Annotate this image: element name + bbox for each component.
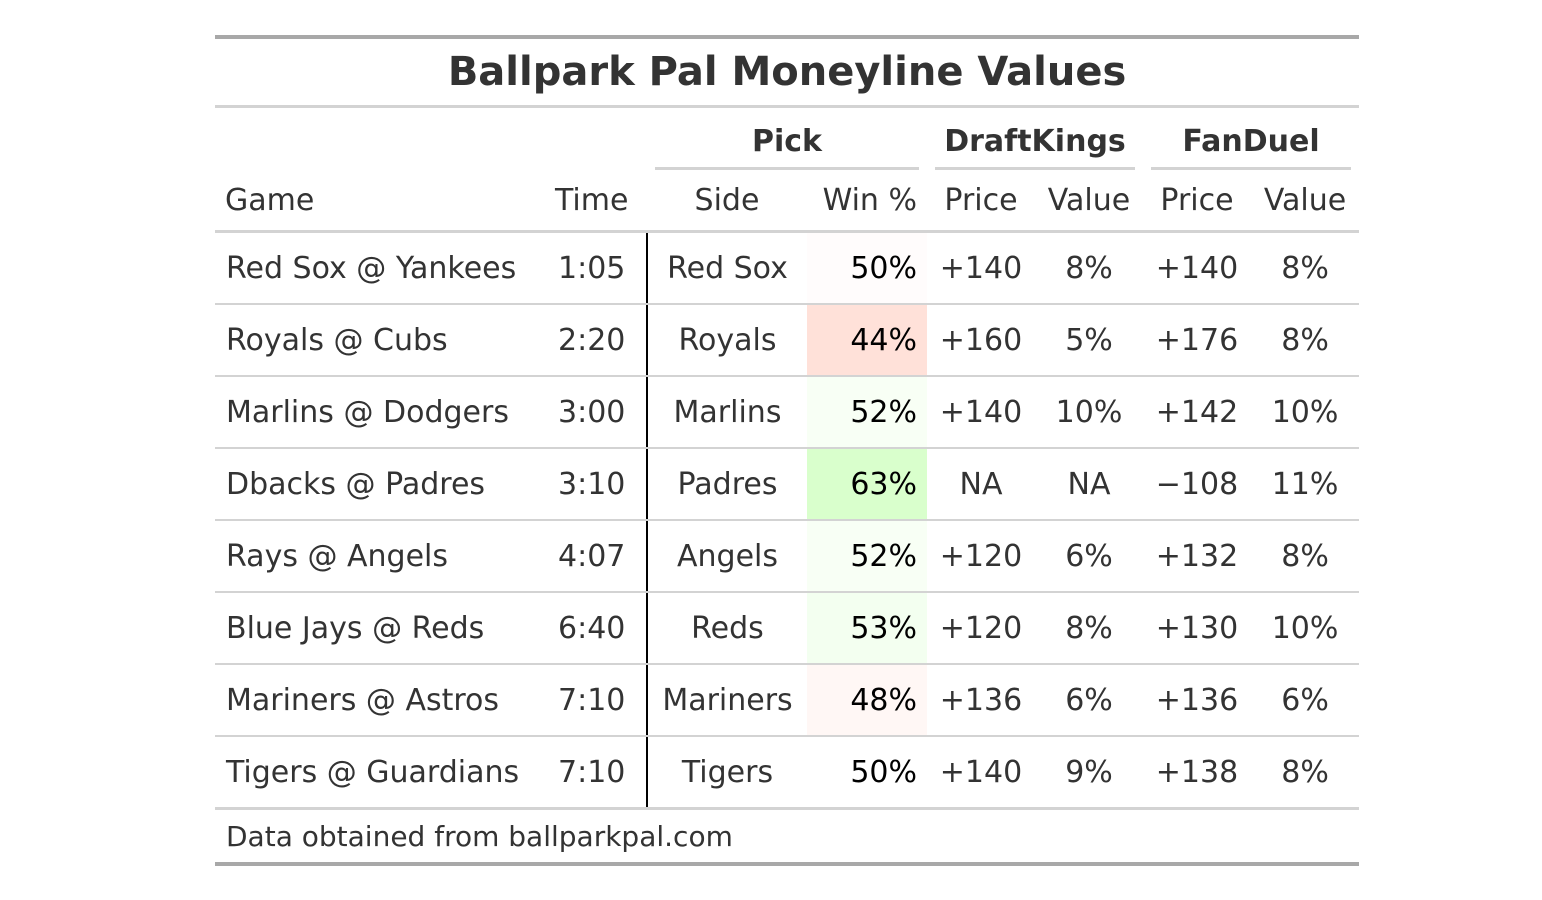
cell-side: Reds — [647, 592, 807, 665]
spanner-draftkings-cell: DraftKings — [927, 107, 1143, 170]
spanner-fanduel-cell: FanDuel — [1143, 107, 1359, 170]
cell-game: Blue Jays @ Reds — [215, 592, 545, 665]
cell-dk-value: 8% — [1035, 592, 1143, 665]
cell-dk-price: +136 — [927, 664, 1035, 737]
cell-fd-price: +140 — [1143, 231, 1251, 305]
cell-dk-price: +140 — [927, 736, 1035, 810]
cell-time: 7:10 — [545, 664, 648, 737]
cell-side: Royals — [647, 304, 807, 377]
cell-time: 2:20 — [545, 304, 648, 377]
spanner-fanduel: FanDuel — [1151, 124, 1352, 170]
cell-game: Mariners @ Astros — [215, 664, 545, 737]
cell-dk-value: 9% — [1035, 736, 1143, 810]
cell-dk-value: 10% — [1035, 376, 1143, 449]
column-header-win: Win % — [807, 170, 927, 233]
column-header-game: Game — [215, 170, 545, 233]
table-body: Red Sox @ Yankees 1:05 Red Sox 50% +140 8% +14… — [215, 231, 1360, 810]
cell-side: Padres — [647, 448, 807, 521]
cell-side: Mariners — [647, 664, 807, 737]
cell-game: Tigers @ Guardians — [215, 736, 545, 810]
cell-fd-price: +138 — [1143, 736, 1251, 810]
column-header-dk-price: Price — [927, 170, 1035, 233]
spanner-pick-cell: Pick — [647, 107, 927, 170]
cell-win-pct: 63% — [807, 448, 927, 521]
table-row: Dbacks @ Padres 3:10 Padres 63% NA NA −108 11% — [215, 448, 1360, 521]
source-note-row: Data obtained from ballparkpal.com — [215, 808, 1360, 866]
moneyline-table-container: Ballpark Pal Moneyline Values Pick Draft… — [215, 35, 1360, 866]
table-row: Red Sox @ Yankees 1:05 Red Sox 50% +140 8% +14… — [215, 231, 1360, 305]
table-row: Mariners @ Astros 7:10 Mariners 48% +136 6% +1… — [215, 664, 1360, 737]
cell-side: Red Sox — [647, 231, 807, 305]
cell-side: Marlins — [647, 376, 807, 449]
cell-fd-value: 10% — [1251, 376, 1360, 449]
column-header-time: Time — [545, 170, 647, 233]
cell-side: Angels — [647, 520, 807, 593]
cell-win-pct: 44% — [807, 304, 927, 377]
cell-dk-value: 6% — [1035, 520, 1143, 593]
cell-win-pct: 50% — [807, 736, 927, 810]
table-row: Royals @ Cubs 2:20 Royals 44% +160 5% +176 8% — [215, 304, 1360, 377]
column-header-dk-value: Value — [1035, 170, 1143, 233]
cell-win-pct: 52% — [807, 520, 927, 593]
cell-fd-price: +132 — [1143, 520, 1251, 593]
cell-side: Tigers — [647, 736, 807, 810]
table-title: Ballpark Pal Moneyline Values — [215, 37, 1360, 108]
cell-fd-value: 8% — [1251, 231, 1360, 305]
cell-win-pct: 52% — [807, 376, 927, 449]
cell-dk-value: 8% — [1035, 231, 1143, 305]
cell-fd-value: 8% — [1251, 736, 1360, 810]
column-header-row: Game Time Side Win % Price Value Price V… — [215, 170, 1360, 233]
cell-dk-price: +160 — [927, 304, 1035, 377]
table-row: Marlins @ Dodgers 3:00 Marlins 52% +140 10% +1… — [215, 376, 1360, 449]
cell-win-pct: 50% — [807, 231, 927, 305]
column-header-fd-price: Price — [1143, 170, 1251, 233]
column-header-side: Side — [647, 170, 807, 233]
cell-fd-price: −108 — [1143, 448, 1251, 521]
cell-dk-value: NA — [1035, 448, 1143, 521]
cell-game: Red Sox @ Yankees — [215, 231, 545, 305]
cell-game: Royals @ Cubs — [215, 304, 545, 377]
table-row: Blue Jays @ Reds 6:40 Reds 53% +120 8% +130 10% — [215, 592, 1360, 665]
column-header-fd-value: Value — [1251, 170, 1360, 233]
source-note: Data obtained from ballparkpal.com — [215, 808, 1360, 866]
cell-game: Marlins @ Dodgers — [215, 376, 545, 449]
cell-game: Rays @ Angels — [215, 520, 545, 593]
cell-game: Dbacks @ Padres — [215, 448, 545, 521]
cell-dk-price: +140 — [927, 231, 1035, 305]
cell-fd-value: 8% — [1251, 304, 1360, 377]
cell-fd-value: 10% — [1251, 592, 1360, 665]
cell-fd-price: +142 — [1143, 376, 1251, 449]
cell-time: 3:00 — [545, 376, 648, 449]
moneyline-table: Ballpark Pal Moneyline Values Pick Draft… — [215, 35, 1360, 866]
spanner-empty — [215, 107, 647, 171]
cell-win-pct: 53% — [807, 592, 927, 665]
cell-dk-price: NA — [927, 448, 1035, 521]
cell-fd-value: 11% — [1251, 448, 1360, 521]
cell-dk-value: 5% — [1035, 304, 1143, 377]
cell-dk-price: +140 — [927, 376, 1035, 449]
cell-time: 4:07 — [545, 520, 648, 593]
cell-dk-price: +120 — [927, 520, 1035, 593]
cell-time: 1:05 — [545, 231, 648, 305]
table-row: Rays @ Angels 4:07 Angels 52% +120 6% +132 8% — [215, 520, 1360, 593]
cell-time: 3:10 — [545, 448, 648, 521]
cell-dk-price: +120 — [927, 592, 1035, 665]
spanner-row: Pick DraftKings FanDuel — [215, 107, 1359, 171]
table-row: Tigers @ Guardians 7:10 Tigers 50% +140 9% +13… — [215, 736, 1360, 810]
cell-fd-price: +136 — [1143, 664, 1251, 737]
cell-fd-value: 8% — [1251, 520, 1360, 593]
cell-dk-value: 6% — [1035, 664, 1143, 737]
cell-time: 7:10 — [545, 736, 648, 810]
cell-fd-price: +176 — [1143, 304, 1251, 377]
title-row: Ballpark Pal Moneyline Values — [215, 37, 1360, 108]
cell-time: 6:40 — [545, 592, 648, 665]
spanner-pick: Pick — [655, 124, 919, 170]
spanner-draftkings: DraftKings — [935, 124, 1135, 170]
cell-win-pct: 48% — [807, 664, 927, 737]
cell-fd-price: +130 — [1143, 592, 1251, 665]
cell-fd-value: 6% — [1251, 664, 1360, 737]
